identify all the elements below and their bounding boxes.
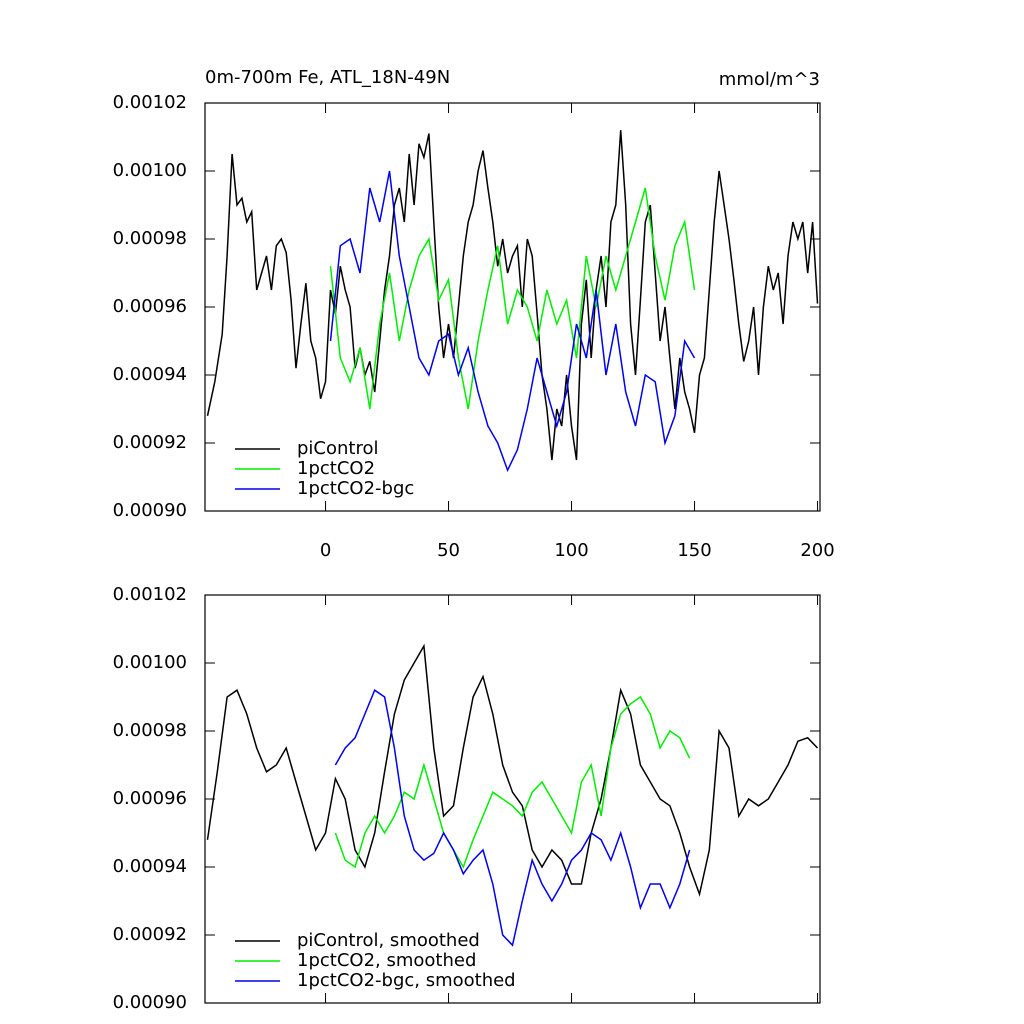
legend-label: 1pctCO2, smoothed bbox=[297, 950, 476, 971]
y-tick-label: 0.00096 bbox=[113, 296, 187, 317]
legend-label: piControl bbox=[297, 438, 379, 459]
y-tick-label: 0.00102 bbox=[113, 92, 187, 113]
y-tick-label: 0.00094 bbox=[113, 856, 187, 877]
legend-label: 1pctCO2-bgc, smoothed bbox=[297, 970, 516, 991]
series-line bbox=[206, 643, 819, 897]
series-line bbox=[206, 130, 819, 461]
x-tick-label: 150 bbox=[677, 540, 711, 561]
x-tick-label: 200 bbox=[800, 540, 834, 561]
series-line bbox=[334, 695, 691, 869]
units-label: mmol/m^3 bbox=[719, 69, 820, 90]
series-line bbox=[334, 689, 691, 947]
x-tick-label: 50 bbox=[437, 540, 460, 561]
y-tick-label: 0.00090 bbox=[113, 500, 187, 521]
y-tick-label: 0.00094 bbox=[113, 364, 187, 385]
series-line bbox=[329, 170, 696, 473]
y-tick-label: 0.00100 bbox=[113, 160, 187, 181]
y-tick-label: 0.00092 bbox=[113, 924, 187, 945]
y-tick-label: 0.00090 bbox=[113, 992, 187, 1013]
y-tick-label: 0.00100 bbox=[113, 652, 187, 673]
legend-label: 1pctCO2-bgc bbox=[297, 478, 414, 499]
y-tick-label: 0.00092 bbox=[113, 432, 187, 453]
y-tick-label: 0.00098 bbox=[113, 228, 187, 249]
y-tick-label: 0.00096 bbox=[113, 788, 187, 809]
x-tick-label: 100 bbox=[554, 540, 588, 561]
legend-label: 1pctCO2 bbox=[297, 458, 375, 479]
chart-title: 0m-700m Fe, ATL_18N-49N bbox=[205, 67, 450, 88]
y-tick-label: 0.00102 bbox=[113, 584, 187, 605]
y-tick-label: 0.00098 bbox=[113, 720, 187, 741]
legend-label: piControl, smoothed bbox=[297, 930, 480, 951]
x-tick-label: 0 bbox=[320, 540, 331, 561]
series-line bbox=[329, 187, 696, 410]
